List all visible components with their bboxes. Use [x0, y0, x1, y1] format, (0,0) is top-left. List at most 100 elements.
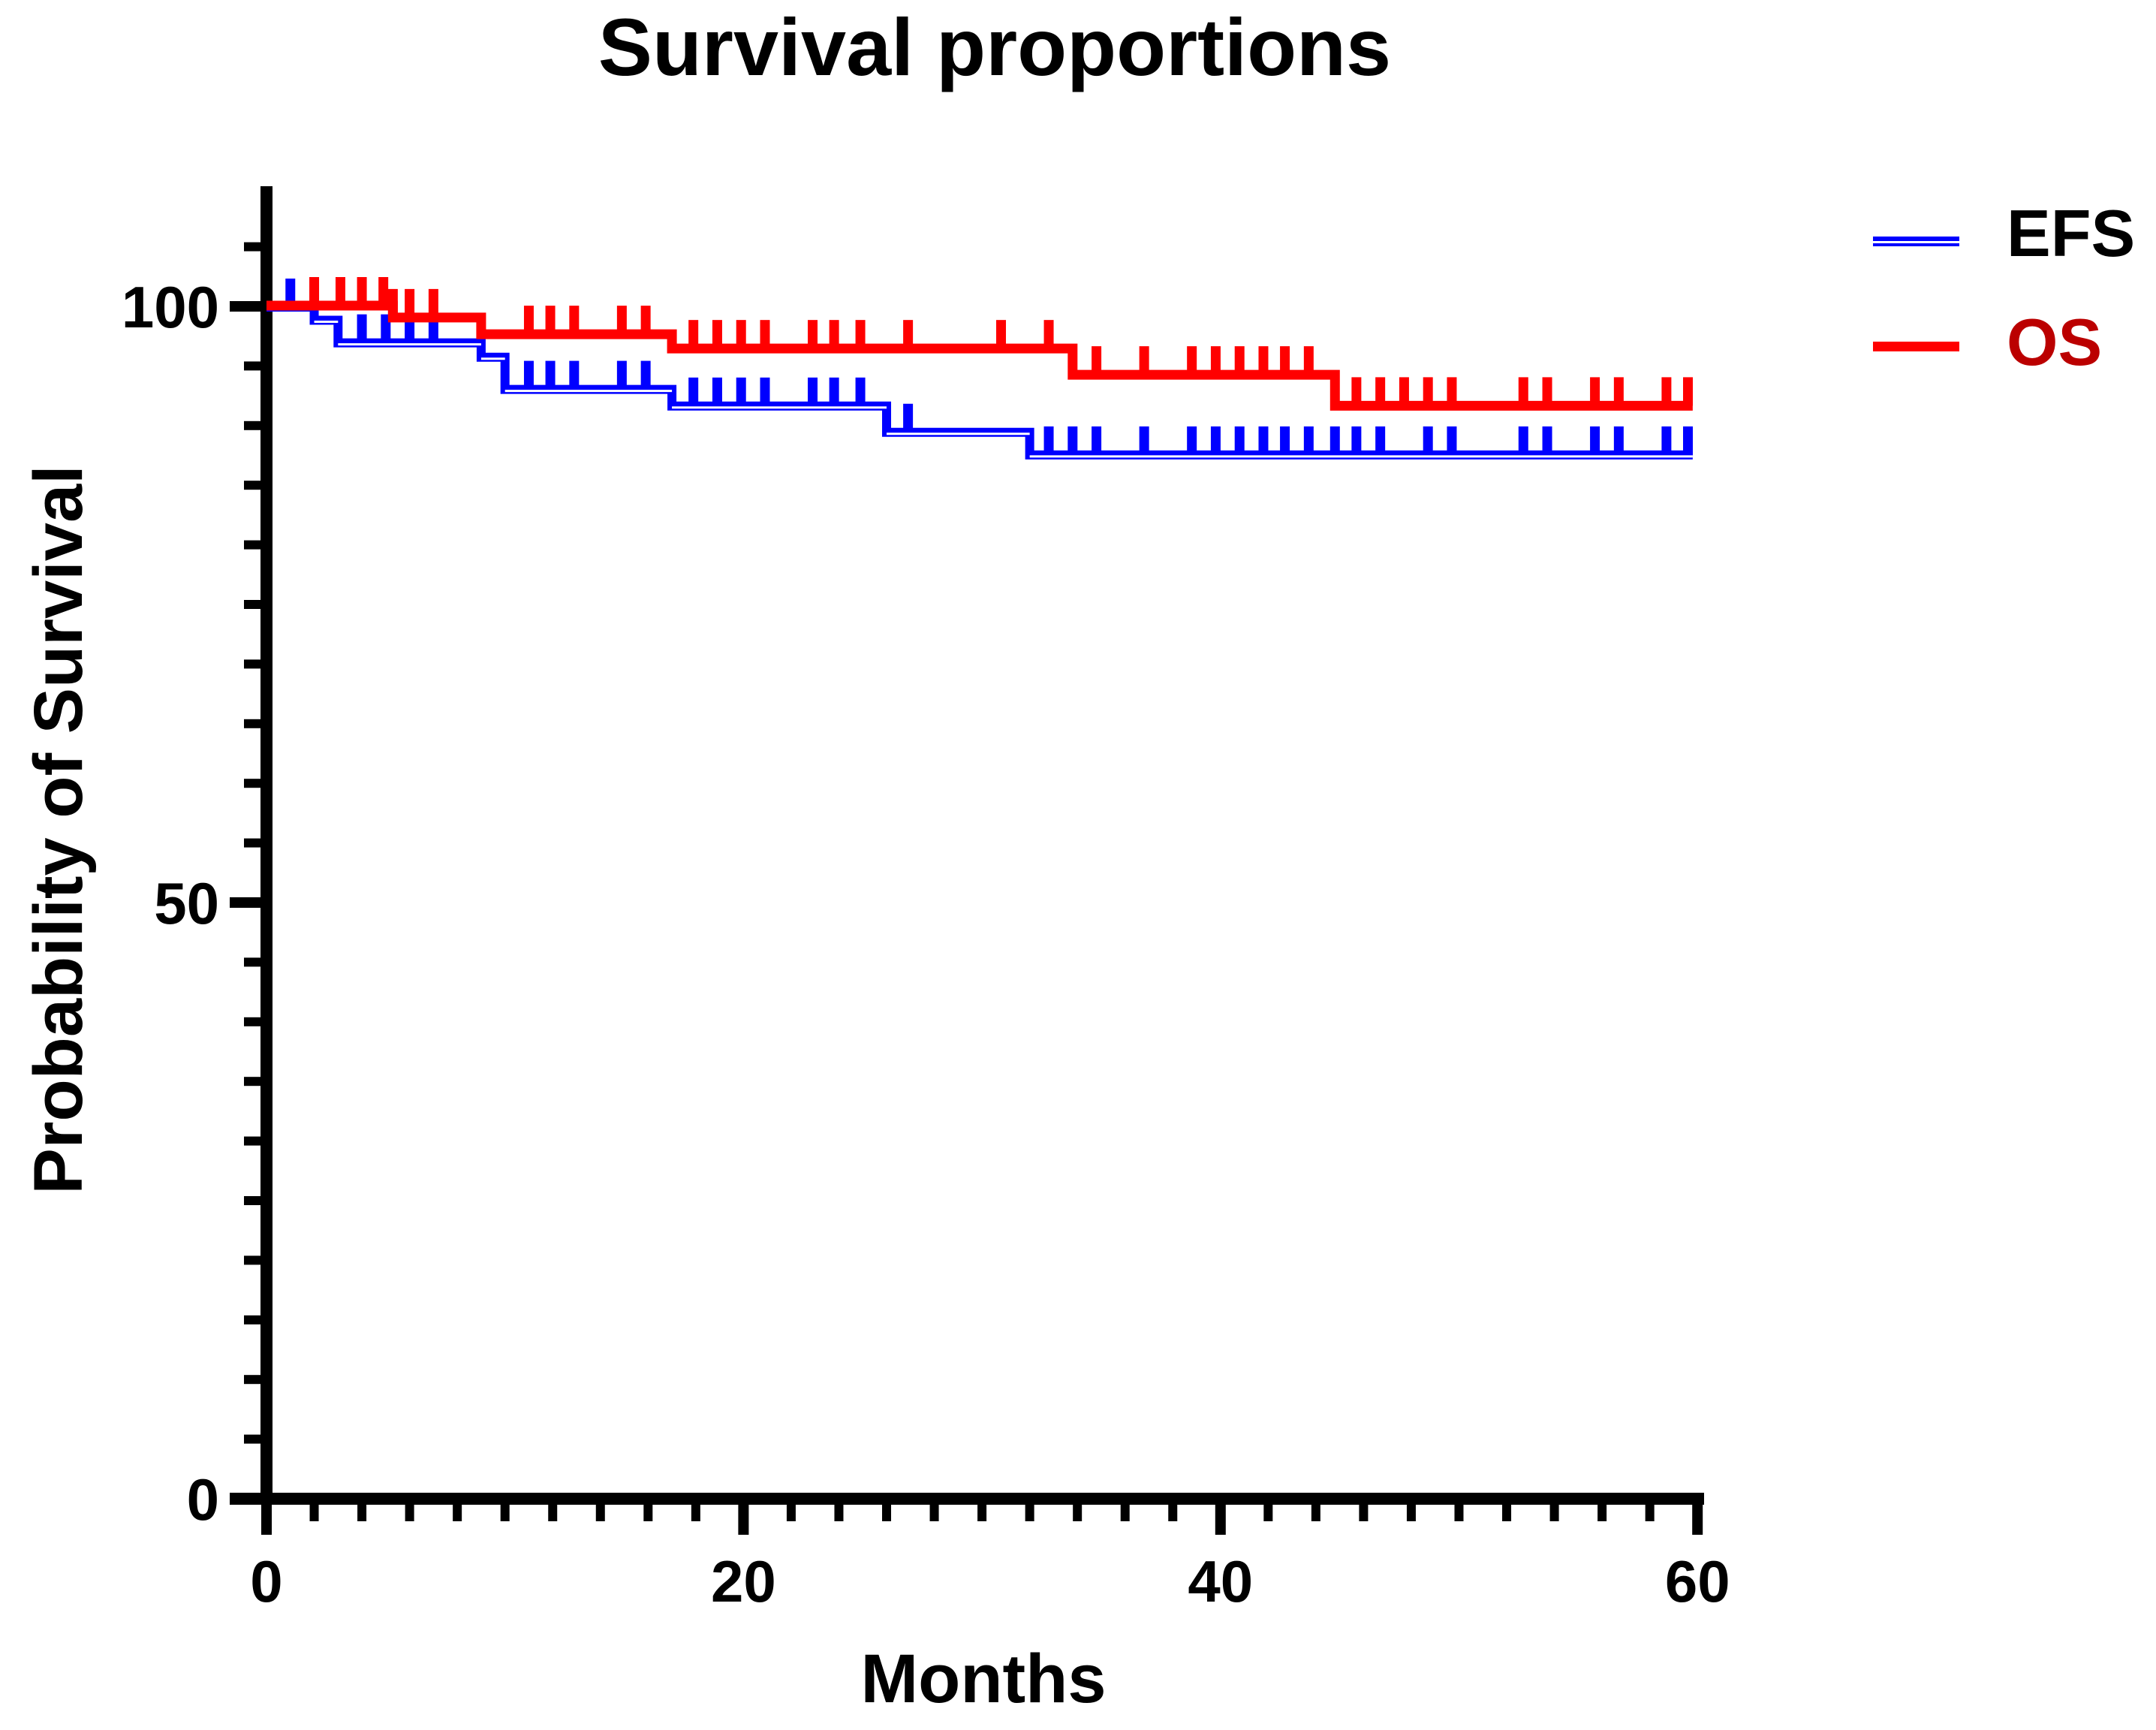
censor-tick-os: [996, 320, 1007, 349]
y-minor-tick: [244, 1017, 260, 1026]
y-major-tick: [230, 301, 260, 312]
y-minor-tick: [244, 838, 260, 848]
censor-tick-os: [1375, 377, 1386, 406]
x-minor-tick: [1311, 1505, 1320, 1521]
y-minor-tick: [244, 1077, 260, 1087]
x-minor-tick: [1263, 1505, 1273, 1521]
censor-tick-os: [1210, 346, 1221, 375]
x-minor-tick: [643, 1505, 653, 1521]
censor-tick-os: [309, 277, 320, 306]
censor-tick-efs: [1210, 426, 1221, 455]
y-tick-label: 100: [122, 274, 219, 340]
censor-tick-os: [1043, 320, 1054, 349]
censor-tick-os: [640, 306, 651, 335]
censor-tick-efs: [1329, 426, 1340, 455]
x-minor-tick: [977, 1505, 987, 1521]
censor-tick-os: [1423, 377, 1433, 406]
censor-tick-os: [1351, 377, 1362, 406]
censor-tick-efs: [1234, 426, 1245, 455]
censor-tick-efs: [1067, 426, 1078, 455]
censor-tick-os: [736, 320, 746, 349]
x-minor-tick: [1025, 1505, 1034, 1521]
censor-tick-efs: [1682, 426, 1693, 455]
censor-tick-os: [378, 277, 389, 306]
censor-tick-os: [1187, 346, 1197, 375]
censor-tick-efs: [1258, 426, 1269, 455]
censor-tick-os: [688, 320, 699, 349]
censor-tick-os: [357, 277, 367, 306]
y-minor-tick: [244, 242, 260, 252]
y-axis: [260, 186, 273, 1505]
censor-tick-os: [760, 320, 770, 349]
censor-tick-os: [1590, 377, 1600, 406]
censor-tick-efs: [829, 377, 839, 406]
censor-tick-efs: [545, 360, 556, 390]
censor-tick-efs: [1280, 426, 1290, 455]
censor-tick-os: [1542, 377, 1552, 406]
censor-tick-os: [1234, 346, 1245, 375]
y-minor-tick: [244, 1196, 260, 1205]
x-minor-tick: [1502, 1505, 1512, 1521]
y-minor-tick: [244, 1136, 260, 1146]
x-tick-label: 0: [250, 1548, 282, 1614]
y-minor-tick: [244, 600, 260, 609]
censor-tick-efs: [640, 360, 651, 390]
censor-tick-os: [1399, 377, 1409, 406]
censor-tick-os: [1613, 377, 1624, 406]
y-minor-tick: [244, 779, 260, 788]
x-minor-tick: [786, 1505, 796, 1521]
y-minor-tick: [244, 1375, 260, 1385]
censor-tick-efs: [1043, 426, 1054, 455]
x-minor-tick: [929, 1505, 939, 1521]
y-minor-tick: [244, 957, 260, 967]
censor-tick-os: [1139, 346, 1149, 375]
censor-tick-os: [1682, 377, 1693, 406]
censor-tick-efs: [712, 377, 722, 406]
censor-tick-efs: [285, 279, 296, 307]
censor-tick-efs: [616, 360, 627, 390]
y-tick-label: 0: [187, 1466, 219, 1533]
x-tick-label: 20: [711, 1548, 776, 1614]
x-minor-tick: [1168, 1505, 1178, 1521]
censor-tick-efs: [1518, 426, 1528, 455]
censor-tick-efs: [1423, 426, 1433, 455]
censor-tick-os: [405, 288, 415, 318]
x-minor-tick: [1359, 1505, 1369, 1521]
x-minor-tick: [834, 1505, 844, 1521]
x-major-tick: [738, 1505, 749, 1535]
x-minor-tick: [691, 1505, 700, 1521]
km-curve-os: [266, 300, 1693, 411]
censor-tick-efs: [760, 377, 770, 406]
censor-tick-os: [1303, 346, 1314, 375]
km-curve-efs: [266, 303, 1693, 460]
y-minor-tick: [244, 659, 260, 669]
censor-tick-os: [523, 306, 534, 335]
x-minor-tick: [1120, 1505, 1130, 1521]
x-minor-tick: [357, 1505, 367, 1521]
y-major-tick: [230, 897, 260, 908]
censor-tick-efs: [523, 360, 534, 390]
x-minor-tick: [882, 1505, 892, 1521]
x-minor-tick: [1454, 1505, 1464, 1521]
censor-tick-efs: [808, 377, 818, 406]
x-axis-title: Months: [860, 1641, 1107, 1717]
x-tick-label: 40: [1188, 1548, 1253, 1614]
x-minor-tick: [1406, 1505, 1416, 1521]
y-major-tick: [230, 1493, 260, 1504]
censor-tick-efs: [569, 360, 580, 390]
censor-tick-efs: [1542, 426, 1552, 455]
x-major-tick: [1692, 1505, 1703, 1535]
censor-tick-os: [428, 288, 438, 318]
y-minor-tick: [244, 361, 260, 371]
censor-tick-efs: [1351, 426, 1362, 455]
x-minor-tick: [453, 1505, 462, 1521]
censor-tick-os: [1280, 346, 1290, 375]
y-tick-label: 50: [154, 870, 219, 936]
y-minor-tick: [244, 540, 260, 550]
legend-label-os: OS: [2007, 305, 2103, 379]
y-minor-tick: [244, 481, 260, 490]
x-axis: [230, 1493, 1704, 1505]
censor-tick-efs: [903, 403, 914, 432]
y-minor-tick: [244, 420, 260, 430]
x-minor-tick: [1073, 1505, 1083, 1521]
